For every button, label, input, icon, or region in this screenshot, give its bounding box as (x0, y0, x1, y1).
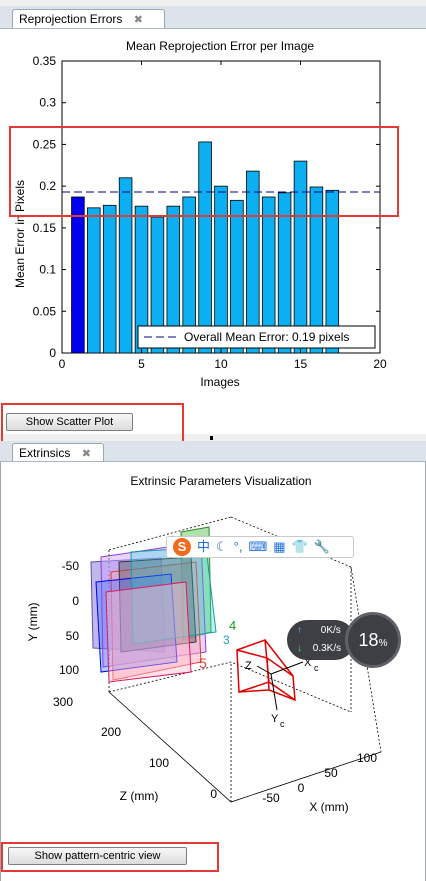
bar (166, 205, 181, 354)
tab-reprojection-errors-label: Reprojection Errors (19, 12, 123, 26)
x-tick-label: -50 (262, 791, 280, 805)
calibration-boards (90, 526, 217, 683)
y-tick-label: 0.25 (33, 137, 57, 151)
reprojection-tabstrip: Reprojection Errors ✖ (0, 6, 426, 29)
x-tick-label: 0 (59, 357, 66, 371)
show-scatter-plot-button[interactable]: Show Scatter Plot (6, 413, 133, 431)
annotation-box-pattern-button (1, 842, 219, 872)
camera-axis-y: Y (271, 713, 279, 725)
ime-toolbar[interactable]: S 中 ☾ °, ⌨ ▦ 👕 🔧 (166, 536, 354, 558)
bar (277, 192, 292, 354)
board-number-label: 4 (229, 618, 236, 633)
bar (102, 204, 117, 354)
sogou-logo-icon[interactable]: S (173, 538, 191, 556)
reprojection-panel: Mean Reprojection Error per Image 0 0.05 0… (0, 29, 426, 434)
legend-box (137, 325, 376, 349)
upload-speed-row: ↑ 0K/s (297, 625, 341, 636)
y-tick-label: 0.2 (39, 179, 56, 193)
y-axis-label: Mean Error in Pixels (13, 180, 27, 288)
extrinsics-tabstrip: Extrinsics ✖ (0, 441, 426, 462)
cpu-usage-value: 18 (358, 630, 379, 650)
network-speed-widget[interactable]: ↑ 0K/s ↓ 0.3K/s (287, 620, 355, 660)
board-number-label: 3 (223, 633, 230, 647)
bar (325, 189, 340, 354)
skin-box-icon[interactable]: ▦ (273, 539, 286, 554)
y-tick-label: 0.35 (33, 54, 57, 68)
tab-extrinsics[interactable]: Extrinsics ✖ (12, 443, 104, 461)
cpu-usage-badge[interactable]: 18% (345, 612, 401, 668)
moon-icon[interactable]: ☾ (216, 539, 228, 554)
y-axis-label: Y (mm) (26, 602, 40, 641)
camera-axis-x-sub: c (314, 663, 319, 673)
extrinsics-panel: Extrinsic Parameters Visualization -50 0… (0, 462, 426, 881)
bar (182, 196, 196, 354)
download-speed: 0.3K/s (312, 643, 342, 654)
chinese-mode-icon[interactable]: 中 (197, 539, 211, 554)
shirt-icon[interactable]: 👕 (291, 539, 308, 554)
divider-handle[interactable] (210, 436, 213, 440)
x-tick-label: 5 (138, 357, 145, 371)
reprojection-chart: Mean Reprojection Error per Image 0 0.05 0… (13, 39, 387, 389)
bar (230, 199, 244, 354)
y-tick-label: -50 (62, 559, 80, 573)
x-tick-label: 10 (214, 357, 228, 371)
z-axis-label: Z (mm) (120, 789, 159, 803)
y-tick-label: 50 (66, 629, 80, 643)
y-tick-label: 0.1 (39, 263, 56, 277)
z-tick-label: 100 (149, 756, 169, 770)
upload-arrow-icon: ↑ (297, 625, 302, 636)
download-arrow-icon: ↓ (297, 643, 302, 654)
x-tick-label: 50 (324, 766, 338, 780)
y-tick-label: 0 (72, 594, 79, 608)
bar (118, 177, 133, 354)
punctuation-icon[interactable]: °, (233, 539, 243, 554)
y-tick-label: 0.05 (33, 304, 57, 318)
camera-axis-z: Z (245, 660, 252, 672)
wrench-icon[interactable]: 🔧 (313, 539, 330, 554)
tab-reprojection-errors[interactable]: Reprojection Errors ✖ (12, 9, 165, 28)
x-tick-label: 20 (373, 357, 387, 371)
z-tick-label: 300 (53, 695, 73, 709)
camera-icon (236, 638, 296, 702)
legend-label: Overall Mean Error: 0.19 pixels (184, 330, 349, 344)
y-tick-label: 0 (49, 346, 56, 360)
chart-title: Mean Reprojection Error per Image (126, 39, 314, 53)
axes-box (108, 516, 382, 803)
close-icon[interactable]: ✖ (81, 448, 91, 460)
bar (150, 216, 165, 354)
bar (71, 196, 85, 354)
download-speed-row: ↓ 0.3K/s (297, 643, 341, 654)
y-tick-label: 0.15 (33, 221, 57, 235)
x-tick-label: 0 (298, 781, 305, 795)
keyboard-icon[interactable]: ⌨ (248, 539, 268, 554)
z-tick-label: 0 (210, 787, 217, 801)
bar (309, 186, 324, 354)
x-axis-label: Images (200, 375, 239, 389)
bar (261, 196, 276, 354)
close-icon[interactable]: ✖ (133, 14, 143, 26)
x-tick-label: 15 (294, 357, 308, 371)
tab-extrinsics-label: Extrinsics (19, 446, 71, 460)
board-number-label: 5 (199, 655, 207, 671)
camera-axis-x: X (304, 657, 312, 669)
bar (87, 207, 101, 354)
chart-title: Extrinsic Parameters Visualization (130, 474, 311, 488)
annotation-box-mean-line (9, 126, 399, 217)
upload-speed: 0K/s (320, 625, 341, 636)
x-axis-label: X (mm) (309, 800, 348, 814)
camera-axis-y-sub: c (280, 719, 285, 729)
camera-axis-lines (256, 661, 304, 711)
show-pattern-centric-view-button[interactable]: Show pattern-centric view (8, 847, 187, 865)
y-tick-label: 0.3 (39, 96, 56, 110)
y-tick-label: 100 (59, 663, 79, 677)
x-tick-label: 100 (357, 751, 377, 765)
bar (198, 141, 212, 354)
z-tick-label: 200 (101, 725, 121, 739)
cpu-usage-unit: % (378, 638, 388, 649)
extrinsics-chart: Extrinsic Parameters Visualization -50 0… (26, 474, 382, 814)
